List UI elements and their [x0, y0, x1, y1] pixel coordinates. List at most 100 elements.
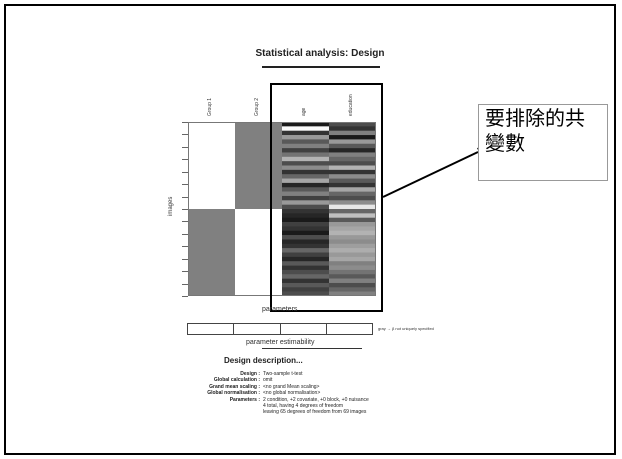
description-value: omit: [263, 377, 273, 384]
design-description: Design : Two-sample t-test Global calcula…: [170, 371, 383, 416]
age-covariate-cell: [282, 278, 329, 284]
y-axis-tick: [182, 196, 188, 198]
age-covariate-cell: [282, 139, 329, 145]
education-covariate-cell: [329, 274, 376, 279]
description-value: 4 total, having 4 degrees of freedom: [263, 403, 344, 410]
education-covariate-cell: [329, 261, 376, 266]
age-covariate-cell: [282, 291, 329, 296]
education-covariate-cell: [329, 165, 376, 171]
education-covariate-cell: [329, 148, 376, 153]
estimability-cell: [281, 324, 327, 334]
education-covariate-cell: [329, 222, 376, 227]
y-axis-tick: [182, 296, 188, 297]
age-covariate-cell: [282, 217, 329, 223]
age-covariate-cell: [282, 243, 329, 249]
description-row: Grand mean scaling : <no grand Mean scali…: [170, 384, 383, 390]
education-covariate-cell: [329, 256, 376, 262]
age-covariate-cell: [282, 200, 329, 205]
education-covariate-cell: [329, 217, 376, 223]
y-axis-tick: [182, 159, 188, 161]
design-matrix: [188, 122, 376, 296]
education-covariate-cell: [329, 187, 376, 192]
age-covariate-cell: [282, 152, 329, 158]
education-covariate-cell: [329, 213, 376, 218]
education-covariate-cell: [329, 195, 376, 201]
group1-indicator-block: [188, 209, 235, 296]
age-covariate-cell: [282, 174, 329, 179]
education-covariate-cell: [329, 243, 376, 249]
x-axis-label: parameters: [262, 306, 298, 313]
age-covariate-cell: [282, 191, 329, 197]
age-covariate-cell: [282, 156, 329, 162]
age-covariate-cell: [282, 274, 329, 279]
age-covariate-cell: [282, 239, 329, 245]
age-covariate-cell: [282, 265, 329, 271]
covariate-highlight-box: [270, 83, 383, 312]
age-covariate-cell: [282, 195, 329, 201]
education-covariate-cell: [329, 282, 376, 288]
education-covariate-cell: [329, 191, 376, 197]
education-covariate-cell: [329, 230, 376, 236]
y-axis-tick: [182, 184, 188, 186]
age-covariate-cell: [282, 130, 329, 136]
y-axis-tick: [182, 246, 188, 248]
y-axis-tick: [182, 271, 188, 273]
education-covariate-cell: [329, 269, 376, 275]
description-row: Global calculation : omit: [170, 377, 383, 383]
y-axis-label: images: [168, 196, 174, 216]
description-key: [170, 409, 263, 415]
description-value: 2 condition, +2 covariate, +0 block, +0 …: [263, 396, 369, 403]
education-covariate-cell: [329, 156, 376, 162]
description-key: Global normalisation :: [207, 390, 260, 397]
y-axis-tick: [182, 258, 188, 260]
age-covariate-cell: [282, 261, 329, 266]
education-covariate-cell: [329, 204, 376, 210]
callout-text-line2: 變數: [485, 131, 525, 155]
group2-indicator-block: [235, 122, 282, 209]
age-covariate-cell: [282, 204, 329, 210]
age-covariate-cell: [282, 148, 329, 153]
y-axis-tick: [182, 122, 188, 123]
description-row: leaving 65 degrees of freedom from 69 im…: [170, 409, 383, 415]
age-covariate-cell: [282, 213, 329, 218]
education-covariate-cell: [329, 235, 376, 240]
education-covariate-cell: [329, 252, 376, 258]
age-covariate-cell: [282, 165, 329, 171]
education-covariate-cell: [329, 287, 376, 292]
age-covariate-cell: [282, 182, 329, 188]
description-key: Design :: [240, 371, 260, 377]
y-axis-tick: [182, 134, 188, 136]
title-underline: [262, 66, 380, 68]
description-value: <no grand Mean scaling>: [263, 383, 320, 390]
y-axis-tick: [182, 146, 188, 148]
age-covariate-cell: [282, 126, 329, 131]
column-label-group1: Group 1: [207, 97, 213, 116]
education-covariate-cell: [329, 122, 376, 127]
age-covariate-cell: [282, 143, 329, 149]
y-axis-tick: [182, 209, 188, 210]
y-axis-ticks: [182, 122, 188, 297]
age-covariate-cell: [282, 248, 329, 253]
age-covariate-cell: [282, 122, 329, 127]
education-covariate-cell: [329, 139, 376, 145]
education-covariate-cell: [329, 182, 376, 188]
education-covariate-cell: [329, 161, 376, 166]
education-covariate-cell: [329, 143, 376, 149]
description-key: Global calculation :: [213, 377, 260, 384]
age-covariate-cell: [282, 209, 329, 214]
description-key: Parameters :: [229, 396, 260, 403]
description-value: Two-sample t-test: [263, 371, 303, 377]
age-covariate-cell: [282, 282, 329, 288]
description-value: leaving 65 degrees of freedom from 69 im…: [263, 409, 367, 416]
education-covariate-cell: [329, 135, 376, 140]
education-covariate-cell: [329, 226, 376, 232]
age-covariate-cell: [282, 235, 329, 240]
education-covariate-cell: [329, 200, 376, 205]
group2-indicator-block: [235, 209, 282, 296]
education-covariate-cell: [329, 130, 376, 136]
education-covariate-cell: [329, 152, 376, 158]
age-covariate-cell: [282, 222, 329, 227]
y-axis-tick: [182, 233, 188, 235]
estimability-label: parameter estimability: [246, 339, 315, 346]
education-covariate-cell: [329, 169, 376, 175]
